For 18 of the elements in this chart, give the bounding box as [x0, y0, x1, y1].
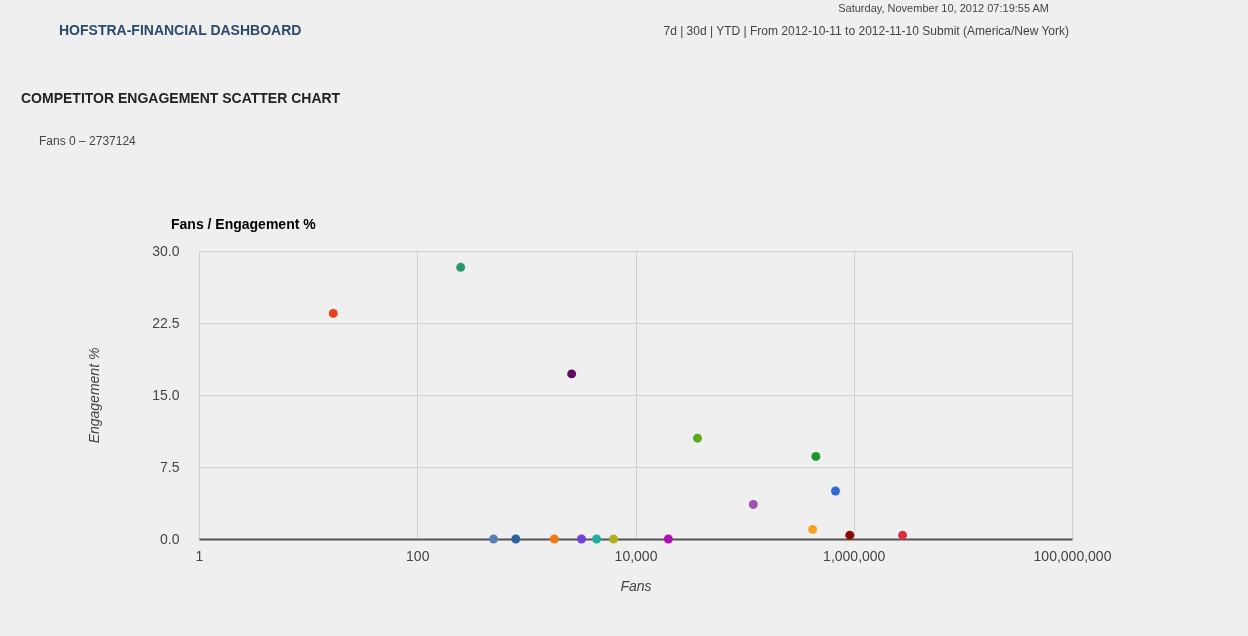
y-tick-label: 7.5: [160, 458, 180, 475]
x-axis-title: Fans: [620, 577, 652, 594]
x-tick-label: 100: [406, 547, 430, 564]
y-tick-label: 30.0: [152, 242, 180, 259]
x-tick-label: 10,000: [614, 547, 658, 564]
chart-title: Fans / Engagement %: [171, 216, 317, 232]
text: Fans 0 – 2737124: [39, 134, 137, 148]
x-tick-label: 1,000,000: [823, 547, 886, 564]
text: 7d | 30d | YTD | From 2012-10-11 to 2012-11-10 Submit (America/New York): [663, 24, 1069, 38]
y-tick-label: 15.0: [152, 386, 180, 403]
x-tick-label: 1: [195, 547, 204, 564]
x-tick-label: 100,000,000: [1033, 547, 1112, 564]
chart-subtitle: COMPETITOR ENGAGEMENT SCATTER CHART: [21, 90, 341, 106]
text: HOFSTRA-FINANCIAL DASHBOARD: [59, 22, 302, 38]
y-axis-title: Engagement %: [86, 347, 103, 444]
y-tick-label: 22.5: [152, 314, 180, 331]
text: Saturday, November 10, 2012 07:19:55 AM: [838, 2, 1049, 14]
y-tick-label: 0.0: [160, 530, 180, 547]
